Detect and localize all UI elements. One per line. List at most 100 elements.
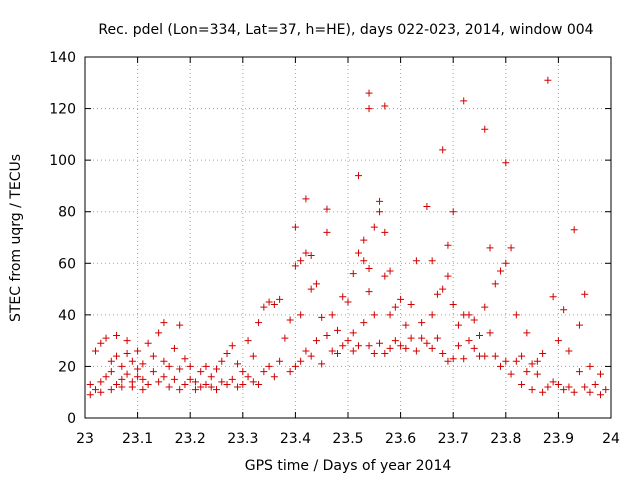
- data-point: [128, 357, 136, 365]
- data-point: [439, 146, 447, 154]
- data-point: [481, 303, 489, 311]
- data-point: [581, 290, 589, 298]
- data-point: [381, 350, 389, 358]
- data-point: [370, 223, 378, 231]
- data-point: [360, 257, 368, 265]
- data-point: [439, 350, 447, 358]
- data-point: [186, 362, 194, 370]
- data-point: [376, 197, 384, 205]
- data-point: [170, 344, 178, 352]
- data-point: [544, 383, 552, 391]
- data-point: [249, 352, 257, 360]
- data-point: [139, 360, 147, 368]
- data-point: [202, 362, 210, 370]
- data-point: [281, 334, 289, 342]
- data-point: [302, 347, 310, 355]
- data-point: [533, 370, 541, 378]
- data-point: [397, 295, 405, 303]
- data-point: [449, 355, 457, 363]
- data-point: [191, 378, 199, 386]
- data-point: [470, 316, 478, 324]
- data-point: [228, 342, 236, 350]
- data-point: [533, 357, 541, 365]
- data-point: [270, 301, 278, 309]
- data-point: [444, 241, 452, 249]
- data-point: [444, 272, 452, 280]
- data-point: [307, 252, 315, 260]
- data-point: [433, 334, 441, 342]
- data-point: [318, 313, 326, 321]
- data-point: [302, 195, 310, 203]
- data-point: [339, 293, 347, 301]
- data-point: [302, 249, 310, 257]
- data-point: [323, 205, 331, 213]
- data-point: [428, 344, 436, 352]
- data-point: [344, 298, 352, 306]
- data-point: [370, 350, 378, 358]
- data-point: [486, 244, 494, 252]
- data-point: [412, 257, 420, 265]
- data-point: [560, 386, 568, 394]
- data-point: [118, 362, 126, 370]
- data-point: [333, 326, 341, 334]
- data-point: [207, 383, 215, 391]
- data-point: [155, 329, 163, 337]
- y-tick-label: 120: [49, 102, 76, 118]
- data-point: [176, 365, 184, 373]
- data-point: [549, 293, 557, 301]
- data-point: [291, 223, 299, 231]
- data-point: [297, 257, 305, 265]
- data-point: [370, 311, 378, 319]
- data-point: [428, 257, 436, 265]
- data-point: [92, 386, 100, 394]
- data-point: [239, 368, 247, 376]
- data-point: [570, 388, 578, 396]
- data-point: [365, 105, 373, 113]
- data-point: [360, 319, 368, 327]
- data-point: [165, 362, 173, 370]
- data-point: [255, 380, 263, 388]
- x-tick-label: 23: [76, 431, 94, 447]
- x-tick-label: 23.6: [385, 431, 416, 447]
- data-point: [149, 352, 157, 360]
- y-tick-label: 80: [58, 205, 76, 221]
- data-point: [260, 368, 268, 376]
- data-point: [502, 159, 510, 167]
- data-point: [107, 368, 115, 376]
- data-point: [360, 236, 368, 244]
- data-point: [433, 290, 441, 298]
- data-point: [544, 76, 552, 84]
- data-point: [554, 337, 562, 345]
- x-axis-ticks: 23 23.1 23.2 23.3 23.4 23.5 23.6 23.7 23.8 23.9 24: [76, 57, 620, 447]
- data-point: [497, 362, 505, 370]
- data-point: [113, 352, 121, 360]
- data-point: [160, 373, 168, 381]
- data-point: [465, 337, 473, 345]
- data-point: [165, 383, 173, 391]
- data-point: [355, 249, 363, 257]
- data-point: [512, 311, 520, 319]
- data-point: [139, 386, 147, 394]
- data-point: [465, 311, 473, 319]
- data-point: [460, 355, 468, 363]
- data-point: [381, 102, 389, 110]
- data-point: [265, 362, 273, 370]
- data-point: [234, 360, 242, 368]
- data-point: [381, 272, 389, 280]
- data-point: [181, 380, 189, 388]
- data-point: [318, 360, 326, 368]
- x-tick-label: 23.2: [175, 431, 206, 447]
- data-point: [560, 306, 568, 314]
- data-point: [502, 357, 510, 365]
- data-point: [276, 295, 284, 303]
- data-point: [512, 357, 520, 365]
- data-point: [134, 373, 142, 381]
- data-point: [213, 365, 220, 373]
- data-point: [423, 339, 431, 347]
- x-axis-label: GPS time / Days of year 2014: [245, 458, 452, 474]
- data-point: [113, 331, 121, 339]
- data-point: [355, 172, 363, 180]
- x-tick-label: 23.7: [438, 431, 469, 447]
- data-point: [523, 368, 531, 376]
- scatter-points: [86, 76, 610, 399]
